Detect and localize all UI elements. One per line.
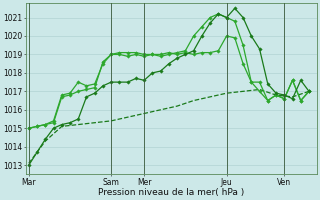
X-axis label: Pression niveau de la mer( hPa ): Pression niveau de la mer( hPa ) bbox=[98, 188, 244, 197]
